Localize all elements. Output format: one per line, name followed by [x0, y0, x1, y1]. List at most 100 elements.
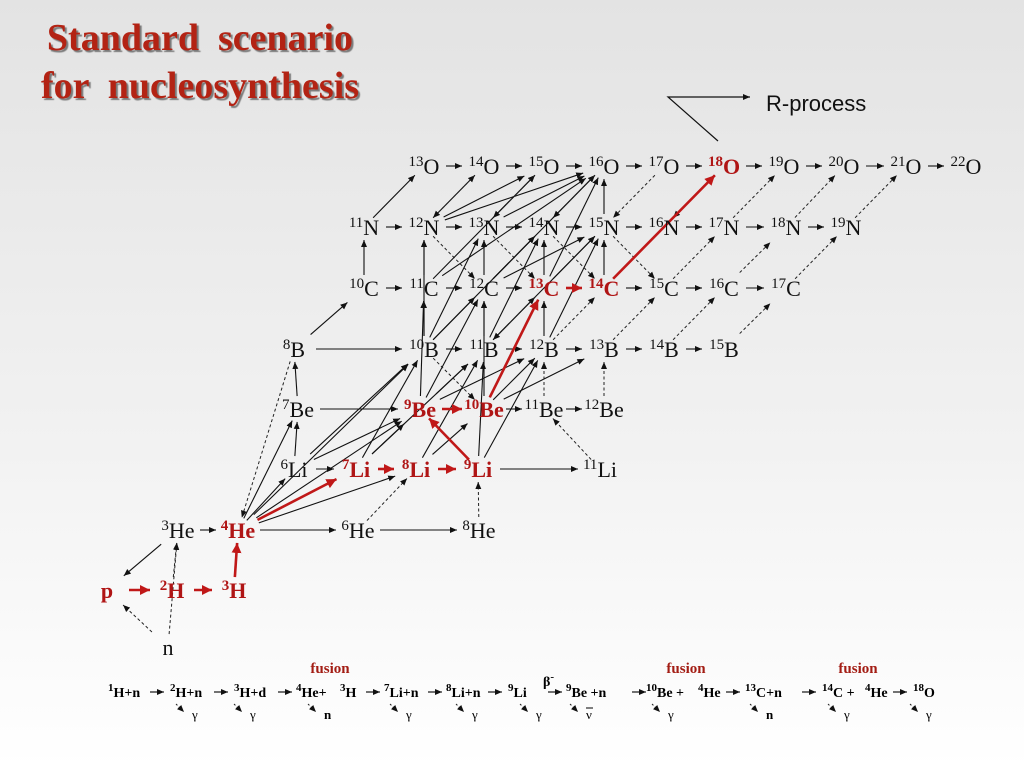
reaction-arrow: [309, 363, 409, 455]
nuclide-10-b: 10B: [409, 337, 439, 362]
decay-arrow: [168, 542, 180, 635]
main-path-arrow: [488, 299, 540, 398]
emission-arrow: [519, 703, 529, 713]
decay-arrow: [172, 542, 179, 578]
nuclide-2-h: 2H: [160, 578, 185, 603]
nuclide-11-li: 11Li: [583, 457, 617, 482]
reaction-arrow: [292, 361, 299, 397]
nuclide-22-o: 22O: [951, 154, 982, 179]
title-line-2: for nucleosynthesis: [40, 65, 360, 107]
emission-arrow: [909, 703, 919, 713]
nuclide-13-c: 13C: [529, 276, 560, 301]
reaction-arrow: [443, 175, 525, 218]
nuclide-10-c: 10C: [349, 276, 379, 301]
nuclide-12-be: 12Be: [584, 397, 623, 422]
emission-arrow: [175, 703, 185, 713]
nuclide-13-n: 13N: [469, 215, 500, 240]
nuclide-15-c: 15C: [649, 276, 679, 301]
emission-arrow: [827, 703, 837, 713]
nuclide-12-c: 12C: [469, 276, 499, 301]
reaction-arrow: [425, 299, 479, 398]
nuclide-13-o: 13O: [409, 154, 440, 179]
reaction-arrow: [293, 421, 300, 457]
main-path-arrow: [231, 542, 242, 578]
reaction-arrow: [478, 361, 486, 457]
decay-arrow: [552, 296, 596, 341]
reaction-arrow: [492, 357, 536, 401]
decay-arrow: [739, 242, 771, 273]
emitted-particle: ν: [586, 707, 592, 722]
decay-arrow: [432, 174, 476, 219]
reaction-arrow: [439, 358, 525, 400]
emitted-particle: γ: [471, 707, 478, 722]
nuclide-7-be: 7Be: [282, 397, 314, 422]
nuclide-15-n: 15N: [589, 215, 620, 240]
r-process-arrow: [666, 94, 750, 142]
nuclide-11-c: 11C: [409, 276, 438, 301]
reaction-arrow: [313, 417, 401, 461]
reaction-arrow: [503, 175, 585, 218]
decay-arrow: [492, 296, 536, 341]
reaction-arrow: [361, 360, 419, 458]
r-process-indicator: R-process: [666, 91, 866, 142]
reaction-arrow: [243, 420, 293, 519]
emitted-particle: γ: [843, 707, 850, 722]
nuclide-14-b: 14B: [649, 337, 679, 362]
reaction-arrow: [435, 363, 469, 395]
emission-arrow: [233, 703, 243, 713]
nuclide-12-n: 12N: [409, 215, 440, 240]
reaction-arrow: [246, 478, 286, 521]
decay-arrow: [552, 235, 596, 280]
nuclide-8-li: 8Li: [402, 457, 430, 482]
nuclide-3-h: 3H: [222, 578, 247, 603]
decay-arrow: [854, 174, 898, 219]
reaction-arrow: [429, 238, 479, 338]
nuclide-17-o: 17O: [649, 154, 680, 179]
reaction-arrow: [256, 420, 402, 519]
reaction-arrow: [372, 174, 416, 219]
nuclide-8-he: 8He: [462, 518, 495, 543]
emitted-particle: γ: [667, 707, 674, 722]
emitted-particle: γ: [191, 707, 198, 722]
reaction-arrow: [123, 543, 162, 577]
decay-arrow: [612, 174, 656, 219]
nuclide-21-o: 21O: [891, 154, 922, 179]
reaction-chain: 1H+n 2H+n 3H+d 4He+ 3H 7Li+n 8Li+n 9Li 9Be +n 10B…: [108, 661, 935, 722]
emission-arrow: [307, 703, 317, 713]
reaction-arrows: [122, 163, 944, 635]
nuclide-17-n: 17N: [709, 215, 740, 240]
reaction-arrow: [483, 360, 539, 458]
nuclide-10-be: 10Be: [464, 397, 504, 422]
reaction-arrow: [258, 475, 396, 524]
reaction-arrow: [253, 363, 409, 516]
fusion-label: fusion: [838, 661, 878, 677]
reaction-chain-equation: 1H+n 2H+n 3H+d 4He+ 3H 7Li+n 8Li+n 9Li 9Be +n 10B…: [108, 682, 935, 701]
nuclide-6-he: 6He: [341, 518, 374, 543]
decay-arrow: [432, 357, 476, 401]
reaction-arrow: [441, 177, 587, 277]
decay-arrow: [794, 175, 836, 218]
decay-arrow: [612, 296, 656, 341]
reaction-arrow: [419, 300, 427, 397]
nuclide-9-be: 9Be: [404, 397, 436, 422]
nuclide-12-b: 12B: [529, 337, 559, 362]
nuclide-16-c: 16C: [709, 276, 739, 301]
emission-arrow: [651, 703, 661, 713]
nuclide-14-o: 14O: [469, 154, 500, 179]
nuclide-15-b: 15B: [709, 337, 739, 362]
reaction-arrow: [549, 177, 599, 277]
emission-arrow: [389, 703, 399, 713]
emitted-particle: n: [766, 707, 774, 722]
fusion-label: fusion: [666, 661, 706, 677]
nuclide-11-b: 11B: [469, 337, 498, 362]
decay-arrow: [492, 235, 536, 280]
nuclide-15-o: 15O: [529, 154, 560, 179]
nuclide-16-n: 16N: [649, 215, 680, 240]
nuclide-labels: 13O 14O 15O 16O 17O 18O 19O 20O 21O 22O 11N 12N 13N 1…: [101, 154, 982, 660]
decay-arrow: [366, 478, 408, 521]
nuclide-17-c: 17C: [771, 276, 801, 301]
main-path-arrow: [428, 417, 470, 461]
nuclide-6-li: 6Li: [280, 457, 307, 482]
decay-arrow: [739, 303, 771, 334]
